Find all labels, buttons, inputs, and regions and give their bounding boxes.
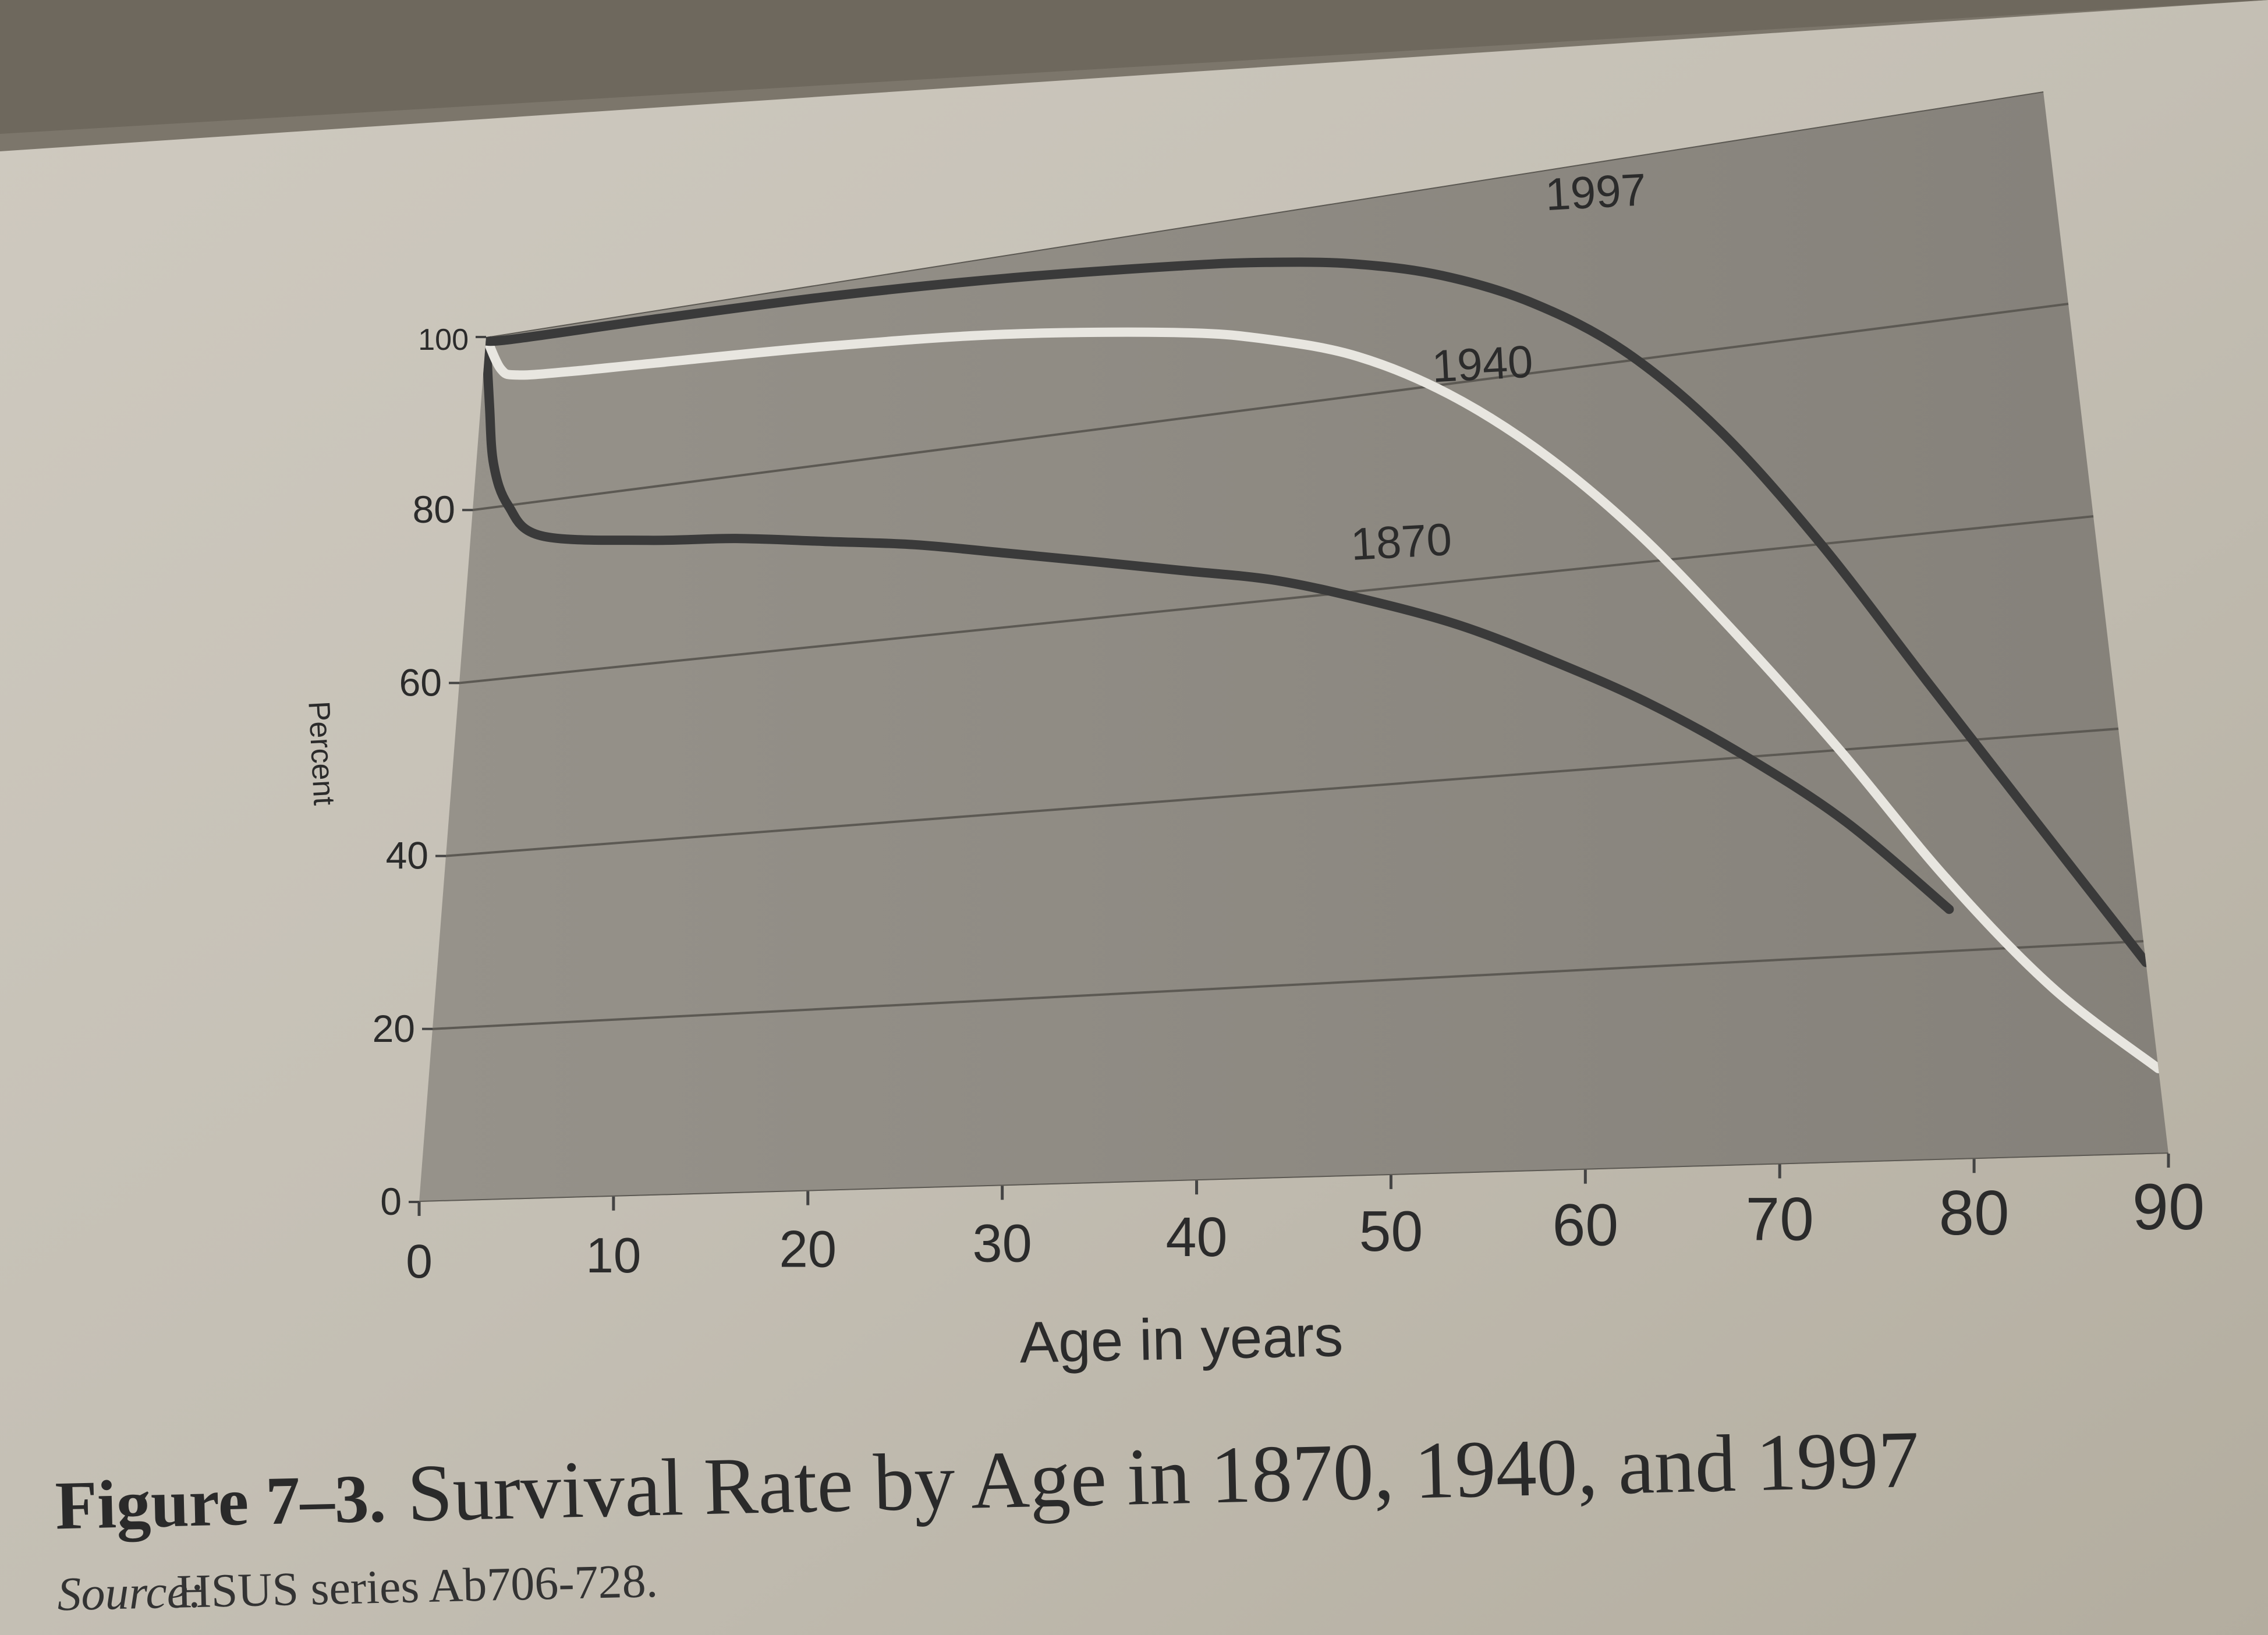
x-tick-label-30: 30: [972, 1214, 1032, 1273]
series-label-1870: 1870: [1349, 513, 1453, 570]
gridline-y-80: [419, 291, 2157, 523]
x-tick-label-10: 10: [586, 1228, 641, 1283]
y-tick-label-40: 40: [386, 834, 428, 877]
series-line-1940: [481, 327, 2163, 1073]
series-label-1997: 1997: [1544, 164, 1647, 220]
gridline-y-20: [419, 935, 2168, 1035]
series-line-1997: [480, 257, 2151, 967]
x-tick-label-20: 20: [779, 1221, 837, 1278]
source-label: Source:: [56, 1565, 204, 1621]
gridline-y-40: [419, 720, 2168, 864]
y-tick-label-20: 20: [373, 1007, 415, 1050]
y-tick-label-80: 80: [413, 488, 455, 531]
x-tick-label-50: 50: [1359, 1199, 1423, 1263]
gridline-y-100: [419, 91, 2130, 352]
page-shadow: [0, 0, 2268, 134]
x-tick-label-90: 90: [2132, 1171, 2205, 1243]
series-lines: [480, 257, 2163, 1073]
series-line-1870: [481, 332, 1954, 914]
series-labels: 1870 1940 1997: [1349, 164, 1647, 570]
x-tick-label-70: 70: [1746, 1185, 1814, 1253]
source-text: HSUS series Ab706-728.: [176, 1554, 658, 1618]
series-label-1940: 1940: [1431, 335, 1535, 392]
figure-number: Figure 7–3.: [54, 1460, 387, 1544]
y-tick-label-60: 60: [399, 661, 442, 704]
x-tick-label-40: 40: [1166, 1207, 1228, 1268]
x-axis: 0 10 20 30 40 50 60 70 80 90: [406, 1154, 2205, 1288]
y-tick-label-100: 100: [418, 323, 469, 357]
gridline-y-60: [419, 506, 2168, 694]
y-tick-label-0: 0: [380, 1180, 402, 1223]
x-tick-label-60: 60: [1553, 1192, 1618, 1258]
x-tick-label-0: 0: [406, 1235, 433, 1288]
x-axis-title: Age in years: [1019, 1303, 1344, 1375]
y-axis-title: Percent: [302, 700, 341, 807]
y-axis: 0 20 40 60 80 100: [373, 323, 486, 1223]
x-tick-label-80: 80: [1939, 1178, 2010, 1249]
plot-area: [419, 91, 2168, 1202]
